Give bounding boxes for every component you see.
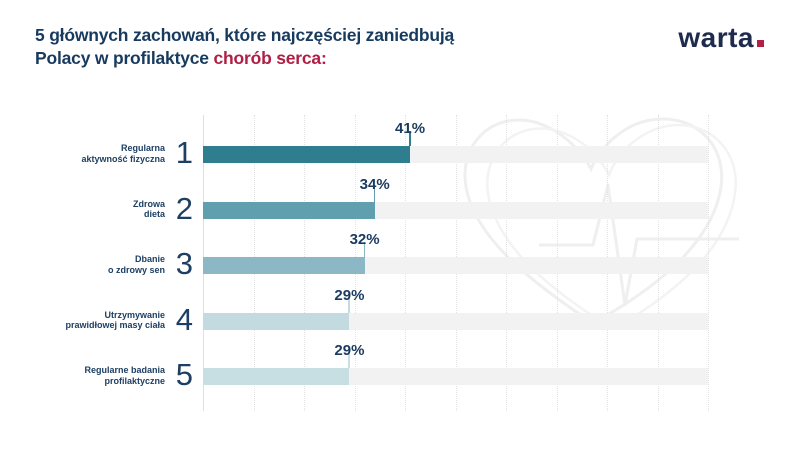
- value-label: 29%: [334, 286, 365, 304]
- value-tick: [373, 186, 376, 202]
- value-tick: [348, 353, 350, 368]
- category-label: Dbanie o zdrowy sen: [107, 254, 165, 275]
- rank-number: 5: [175, 357, 193, 392]
- category-label: Regularna aktywność fizyczna: [81, 143, 165, 164]
- value-tick: [409, 131, 411, 146]
- value-label: 32%: [349, 231, 380, 248]
- bar: [203, 257, 365, 274]
- rank-number: 3: [175, 246, 193, 281]
- category-label: Utrzymywanie prawidłowej masy ciała: [65, 309, 165, 331]
- value-label: 34%: [359, 175, 390, 193]
- rank-number: 2: [175, 190, 193, 226]
- value-tick: [348, 297, 350, 313]
- category-label: Regularne badania profilaktyczne: [84, 365, 165, 386]
- page-title: 5 głównych zachowań, które najczęściej z…: [35, 24, 454, 70]
- rank-number: 1: [175, 135, 193, 170]
- bar: [203, 201, 375, 219]
- logo-dot-icon: [757, 40, 764, 47]
- chart-row: Utrzymywanie prawidłowej masy ciała 4 29%: [65, 282, 708, 337]
- chart-row: Zdrowa dieta 2 34%: [133, 171, 708, 226]
- title-highlight: chorób serca:: [213, 48, 327, 68]
- value-tick: [363, 242, 366, 257]
- logo-text: warta: [678, 22, 754, 53]
- gridline: [708, 115, 709, 411]
- warta-logo: warta: [678, 22, 764, 54]
- chart-row: Regularna aktywność fizyczna 1 41%: [81, 115, 708, 170]
- bar: [203, 146, 411, 163]
- bar-chart: Regularna aktywność fizyczna 1 41% Zdrowa die…: [65, 115, 709, 411]
- chart-row: Dbanie o zdrowy sen 3 32%: [108, 226, 708, 281]
- title-line2: Polacy w profilaktyce chorób serca:: [35, 48, 327, 68]
- title-line1: 5 głównych zachowań, które najczęściej z…: [35, 25, 455, 45]
- rank-number: 4: [175, 301, 193, 337]
- bar: [203, 368, 350, 385]
- category-label: Zdrowa dieta: [132, 198, 165, 220]
- bar: [203, 312, 350, 330]
- value-label: 29%: [334, 342, 365, 359]
- chart-row: Regularne badania profilaktyczne 5 29%: [84, 337, 708, 392]
- value-label: 41%: [395, 120, 426, 137]
